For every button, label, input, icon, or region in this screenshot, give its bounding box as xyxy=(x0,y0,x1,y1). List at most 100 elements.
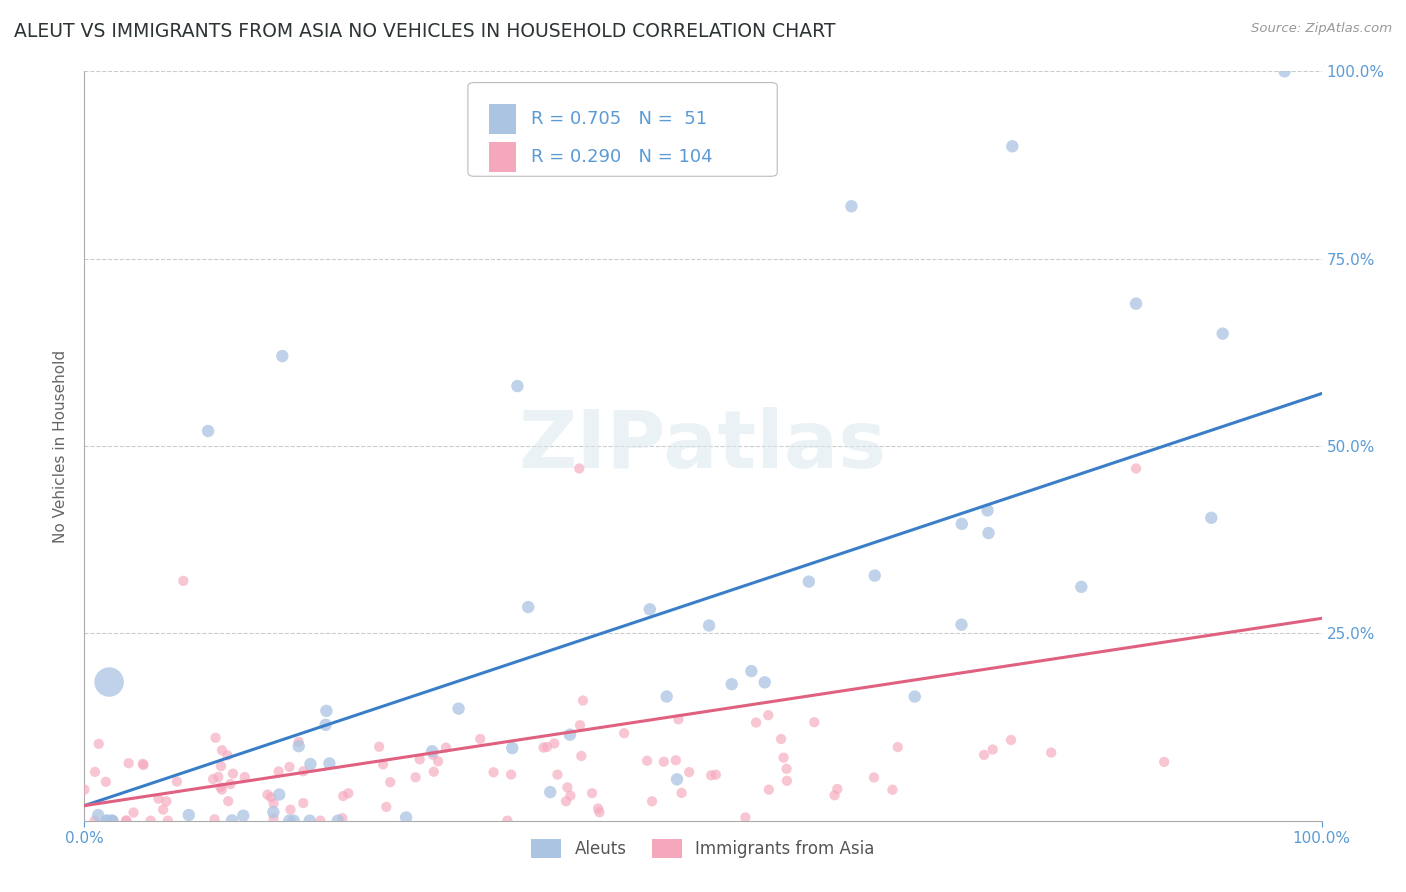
Point xyxy=(375,800,398,814)
Text: R = 0.705   N =  51: R = 0.705 N = 51 xyxy=(531,110,707,128)
Point xyxy=(202,772,225,786)
Point xyxy=(96,814,118,828)
Point xyxy=(98,675,121,690)
Point xyxy=(758,782,780,797)
Point xyxy=(1040,746,1063,760)
Point xyxy=(652,755,675,769)
Point xyxy=(803,715,825,730)
Point xyxy=(560,789,582,803)
Point xyxy=(586,801,609,815)
Point xyxy=(96,814,118,828)
Point xyxy=(115,814,138,828)
Point xyxy=(204,813,226,827)
Point xyxy=(422,747,444,762)
Point xyxy=(152,803,174,817)
Point xyxy=(395,810,418,824)
Point xyxy=(588,805,610,820)
Point xyxy=(434,740,457,755)
Point xyxy=(132,756,155,771)
Point xyxy=(101,814,124,828)
Point xyxy=(973,747,995,762)
Point xyxy=(543,736,565,750)
Point xyxy=(482,765,505,780)
Point xyxy=(613,726,636,740)
Point xyxy=(655,690,678,704)
Point xyxy=(408,752,430,766)
Point xyxy=(260,790,283,805)
Point xyxy=(496,814,519,828)
Point xyxy=(232,808,254,822)
Point xyxy=(207,770,229,784)
Point xyxy=(115,814,138,828)
Point xyxy=(87,808,110,822)
Point xyxy=(536,739,558,754)
Point xyxy=(863,771,886,785)
Point xyxy=(538,785,561,799)
Point xyxy=(122,805,145,820)
Point xyxy=(1070,580,1092,594)
Point xyxy=(772,750,794,764)
Point xyxy=(211,782,233,797)
Point xyxy=(101,814,124,828)
Point xyxy=(405,770,427,784)
Point xyxy=(568,461,591,475)
Point xyxy=(581,786,603,800)
Point xyxy=(1001,139,1024,153)
Point xyxy=(271,349,294,363)
Point xyxy=(221,814,243,828)
Point xyxy=(197,424,219,438)
Point xyxy=(745,715,768,730)
Point xyxy=(315,718,337,732)
Point xyxy=(148,791,170,805)
Point xyxy=(720,677,742,691)
Point xyxy=(533,740,555,755)
Point xyxy=(665,753,688,767)
Point xyxy=(283,814,305,828)
Text: R = 0.290   N = 104: R = 0.290 N = 104 xyxy=(531,148,713,166)
Point xyxy=(263,797,285,811)
Point xyxy=(572,693,595,707)
Point xyxy=(337,786,360,800)
Point xyxy=(470,731,492,746)
Point xyxy=(668,712,690,726)
Point xyxy=(501,767,523,781)
Point xyxy=(671,786,693,800)
Point xyxy=(666,772,689,787)
Point xyxy=(332,789,354,803)
Point xyxy=(770,732,793,747)
Text: ZIPatlas: ZIPatlas xyxy=(519,407,887,485)
Point xyxy=(797,574,820,589)
Point xyxy=(94,774,117,789)
Point xyxy=(233,770,256,784)
Point xyxy=(132,758,155,772)
Point xyxy=(824,789,846,803)
Point xyxy=(546,767,568,781)
Point xyxy=(280,803,302,817)
Point xyxy=(330,811,353,825)
Point xyxy=(558,728,581,742)
Point xyxy=(209,759,232,773)
Point xyxy=(734,810,756,824)
Point xyxy=(219,777,242,791)
Point xyxy=(422,764,444,779)
Point xyxy=(298,814,321,828)
Point xyxy=(882,782,904,797)
Point xyxy=(638,602,661,616)
Point xyxy=(87,737,110,751)
Point xyxy=(156,814,179,828)
Point xyxy=(117,756,139,771)
Point xyxy=(754,675,776,690)
Text: ALEUT VS IMMIGRANTS FROM ASIA NO VEHICLES IN HOUSEHOLD CORRELATION CHART: ALEUT VS IMMIGRANTS FROM ASIA NO VEHICLE… xyxy=(14,22,835,41)
Point xyxy=(1212,326,1234,341)
Point xyxy=(292,796,315,810)
Point xyxy=(209,780,232,795)
Point xyxy=(217,748,239,763)
Point xyxy=(1274,64,1296,78)
Point xyxy=(569,748,592,763)
Point xyxy=(517,600,540,615)
Point xyxy=(977,526,1000,541)
Point xyxy=(309,814,332,828)
Point xyxy=(756,708,779,723)
Point xyxy=(204,731,226,745)
Point xyxy=(211,743,233,757)
